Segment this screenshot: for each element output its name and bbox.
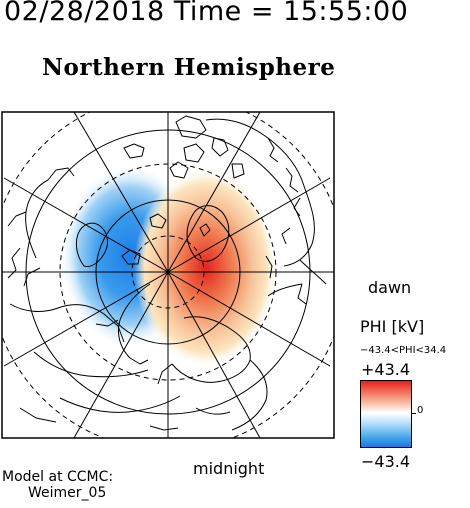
coastline-russia-north (95, 283, 151, 365)
coastline-europe (7, 167, 75, 287)
colorbar-title: PHI [kV] (360, 317, 425, 336)
colorbar-gradient (360, 380, 412, 448)
colorbar-min-label: −43.4 (361, 452, 411, 471)
coastline-canadian-archipelago (169, 115, 245, 179)
coastline-scandinavia (75, 222, 108, 267)
coastline-alaska (265, 255, 327, 305)
coastline-iceland (123, 143, 145, 159)
meridian-line (73, 112, 169, 273)
map-frame (1, 111, 335, 439)
meridian-line (3, 271, 169, 367)
colorbar-zero-tick (411, 413, 416, 414)
polar-map (1, 111, 335, 439)
datetime-heading: 02/28/2018 Time = 15:55:00 (4, 0, 409, 27)
coastline-asia-south (9, 303, 181, 423)
model-name: Weimer_05 (28, 485, 107, 501)
colorbar-zero-label: 0 (417, 405, 424, 416)
coastline-canada (205, 118, 315, 267)
meridian-line (167, 271, 261, 438)
midnight-label: midnight (193, 459, 265, 478)
colorbar-range: −43.4<PHI<34.4 (360, 345, 447, 356)
meridian-line (73, 271, 169, 438)
coastline-siberia (157, 316, 268, 431)
positive-potential-cell (134, 168, 278, 368)
coastline-bering (149, 407, 231, 431)
dawn-label: dawn (368, 278, 412, 297)
model-credit: Model at CCMC: (2, 469, 114, 485)
meridian-line (167, 112, 261, 273)
coastline-greenland (186, 205, 230, 262)
coastline-svalbard (121, 213, 167, 265)
colorbar-max-label: +43.4 (361, 360, 411, 379)
hemisphere-title: Northern Hemisphere (42, 54, 336, 81)
meridian-line (167, 271, 331, 367)
